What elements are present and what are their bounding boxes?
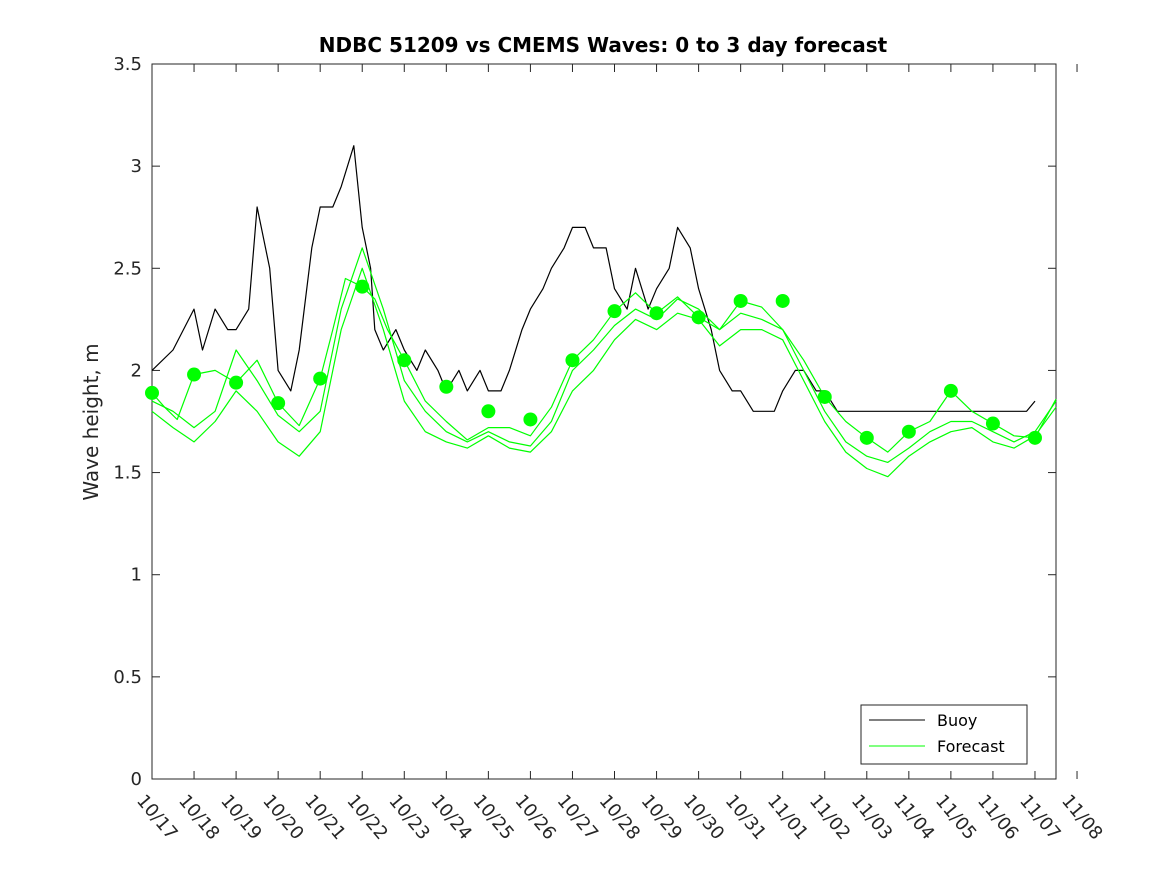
y-ticks: 0 0.5 1 1.5 2 2.5 3 3.5 — [113, 54, 1056, 790]
forecast-marker — [523, 412, 538, 427]
forecast-marker — [145, 385, 159, 400]
y-tick-label: 3 — [131, 156, 142, 177]
forecast-marker — [271, 396, 286, 411]
x-tick-label: 10/24 — [426, 791, 475, 844]
plot-frame — [151, 63, 1057, 780]
forecast-marker — [481, 404, 496, 419]
x-tick-label: 10/17 — [132, 791, 181, 844]
forecast-marker — [649, 306, 664, 321]
y-axis-label: Wave height, m — [79, 343, 103, 500]
x-tick-label: 10/18 — [174, 791, 223, 844]
forecast-marker — [817, 389, 832, 404]
x-tick-label: 11/02 — [805, 791, 854, 844]
forecast-marker — [985, 416, 1000, 431]
forecast-line — [151, 267, 1057, 478]
forecast-marker — [775, 293, 790, 308]
x-tick-label: 10/20 — [258, 791, 307, 844]
forecast-marker — [943, 383, 958, 398]
x-tick-label: 10/28 — [595, 791, 644, 844]
x-tick-label: 11/03 — [847, 791, 896, 844]
forecast-marker — [1027, 430, 1042, 445]
chart-title: NDBC 51209 vs CMEMS Waves: 0 to 3 day fo… — [319, 33, 888, 57]
x-tick-label: 11/05 — [931, 791, 980, 844]
y-tick-label: 1 — [131, 565, 142, 586]
legend-label-forecast: Forecast — [937, 737, 1005, 756]
x-tick-label: 10/22 — [342, 791, 391, 844]
forecast-line — [151, 247, 1057, 463]
forecast-marker — [733, 293, 748, 308]
y-tick-label: 1.5 — [113, 463, 142, 484]
y-tick-label: 2 — [131, 360, 142, 381]
forecast-marker — [439, 379, 454, 394]
x-tick-label: 10/23 — [384, 791, 433, 844]
x-tick-label: 10/30 — [679, 791, 728, 844]
forecast-marker — [313, 371, 328, 386]
forecast-marker — [397, 353, 412, 368]
series-layer — [151, 145, 1057, 478]
axes-frame — [151, 63, 1057, 780]
x-tick-label: 11/04 — [889, 791, 938, 844]
y-tick-label: 2.5 — [113, 258, 142, 279]
x-tick-label: 10/19 — [216, 791, 265, 844]
forecast-marker — [565, 353, 580, 368]
y-tick-label: 3.5 — [113, 54, 142, 75]
legend-label-buoy: Buoy — [937, 711, 977, 730]
marker-layer — [145, 279, 1042, 445]
x-tick-label: 10/26 — [511, 791, 560, 844]
x-tick-label: 10/31 — [721, 791, 770, 844]
y-tick-label: 0 — [131, 769, 142, 790]
x-tick-label: 11/06 — [973, 791, 1022, 844]
forecast-marker — [901, 424, 916, 439]
x-tick-label: 10/25 — [469, 791, 518, 844]
forecast-marker — [607, 304, 622, 319]
x-tick-label: 10/27 — [553, 791, 602, 844]
forecast-marker — [355, 279, 370, 294]
buoy-line — [151, 145, 1036, 412]
forecast-line — [151, 277, 1057, 453]
legend-box — [860, 704, 1028, 765]
forecast-marker — [691, 310, 706, 325]
x-tick-label: 10/29 — [637, 791, 686, 844]
legend: Buoy Forecast — [860, 704, 1028, 765]
forecast-marker — [859, 430, 874, 445]
x-tick-label: 11/01 — [763, 791, 812, 844]
x-tick-label: 11/07 — [1015, 791, 1064, 844]
x-tick-label: 10/21 — [300, 791, 349, 844]
x-tick-label: 11/08 — [1057, 791, 1106, 844]
forecast-marker — [229, 375, 244, 390]
y-tick-label: 0.5 — [113, 667, 142, 688]
forecast-marker — [187, 367, 202, 382]
